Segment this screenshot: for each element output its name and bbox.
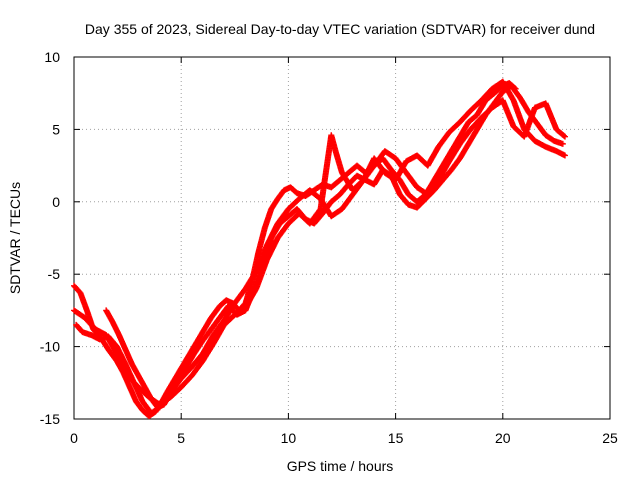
grid [74, 57, 610, 419]
series-track-3 [71, 78, 568, 408]
y-tick-label: 5 [52, 121, 60, 137]
y-tick-labels: -15 -10 -5 0 5 10 [40, 49, 60, 427]
data-points [71, 78, 568, 420]
x-tick-label: 0 [70, 430, 78, 446]
x-tick-labels: 0 5 10 15 20 25 [70, 430, 618, 446]
data-point [559, 140, 566, 147]
ticks [73, 56, 611, 420]
data-point [561, 133, 568, 140]
y-tick-label: -15 [40, 411, 60, 427]
x-axis-label: GPS time / hours [287, 458, 394, 474]
x-tick-label: 5 [177, 430, 185, 446]
series-track-2 [73, 82, 566, 417]
y-tick-label: 0 [52, 194, 60, 210]
plot-frame [73, 56, 611, 420]
x-tick-label: 10 [281, 430, 297, 446]
y-axis-label: SDTVAR / TECUs [7, 182, 23, 294]
x-tick-label: 20 [495, 430, 511, 446]
x-tick-label: 25 [602, 430, 618, 446]
data-point [561, 132, 568, 139]
x-tick-label: 15 [388, 430, 404, 446]
chart-title: Day 355 of 2023, Sidereal Day-to-day VTE… [85, 21, 595, 37]
y-tick-label: -5 [48, 266, 61, 282]
data-point [561, 152, 568, 159]
series-track-4 [103, 97, 568, 411]
y-tick-label: 10 [44, 49, 60, 65]
y-tick-label: -10 [40, 339, 60, 355]
